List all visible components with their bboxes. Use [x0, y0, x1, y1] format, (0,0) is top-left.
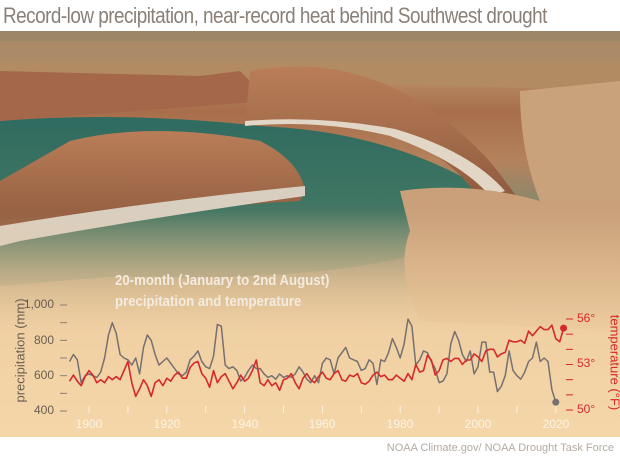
temperature-endpoint-dot: [560, 324, 568, 332]
x-tick-2000: 2000: [464, 417, 492, 431]
y-tick-800: 800: [33, 333, 54, 347]
chart-subtitle: 20-month (January to 2nd August) precipi…: [115, 270, 329, 312]
precipitation-endpoint-dot: [552, 398, 560, 406]
x-tick-1920: 1920: [153, 417, 181, 431]
background-photo: [0, 31, 620, 437]
y-tick-600: 600: [33, 368, 54, 382]
source-credit: NOAA Climate.gov/ NOAA Drought Task Forc…: [386, 442, 614, 454]
y-tick-400: 400: [33, 403, 54, 417]
precipitation-line: [68, 318, 557, 403]
x-tick-1940: 1940: [231, 417, 259, 431]
y-right-tick-56: 56°: [577, 311, 596, 325]
x-tick-2020: 2020: [542, 417, 570, 431]
x-tick-1980: 1980: [386, 417, 414, 431]
subtitle-line-2: precipitation and temperature: [115, 293, 302, 310]
y-right-tick-50: 50°: [577, 402, 596, 416]
x-tick-1960: 1960: [308, 417, 336, 431]
chart-title: Record-low precipitation, near-record he…: [3, 3, 547, 28]
photo-fade-overlay: [0, 211, 620, 437]
y-right-tick-53: 53°: [577, 356, 596, 370]
x-tick-1900: 1900: [75, 417, 103, 431]
temperature-line: [68, 324, 565, 398]
axis-tick-marks: [60, 304, 573, 413]
subtitle-line-1: 20-month (January to 2nd August): [115, 272, 330, 289]
y-tick-1000: 1,000: [23, 297, 54, 311]
